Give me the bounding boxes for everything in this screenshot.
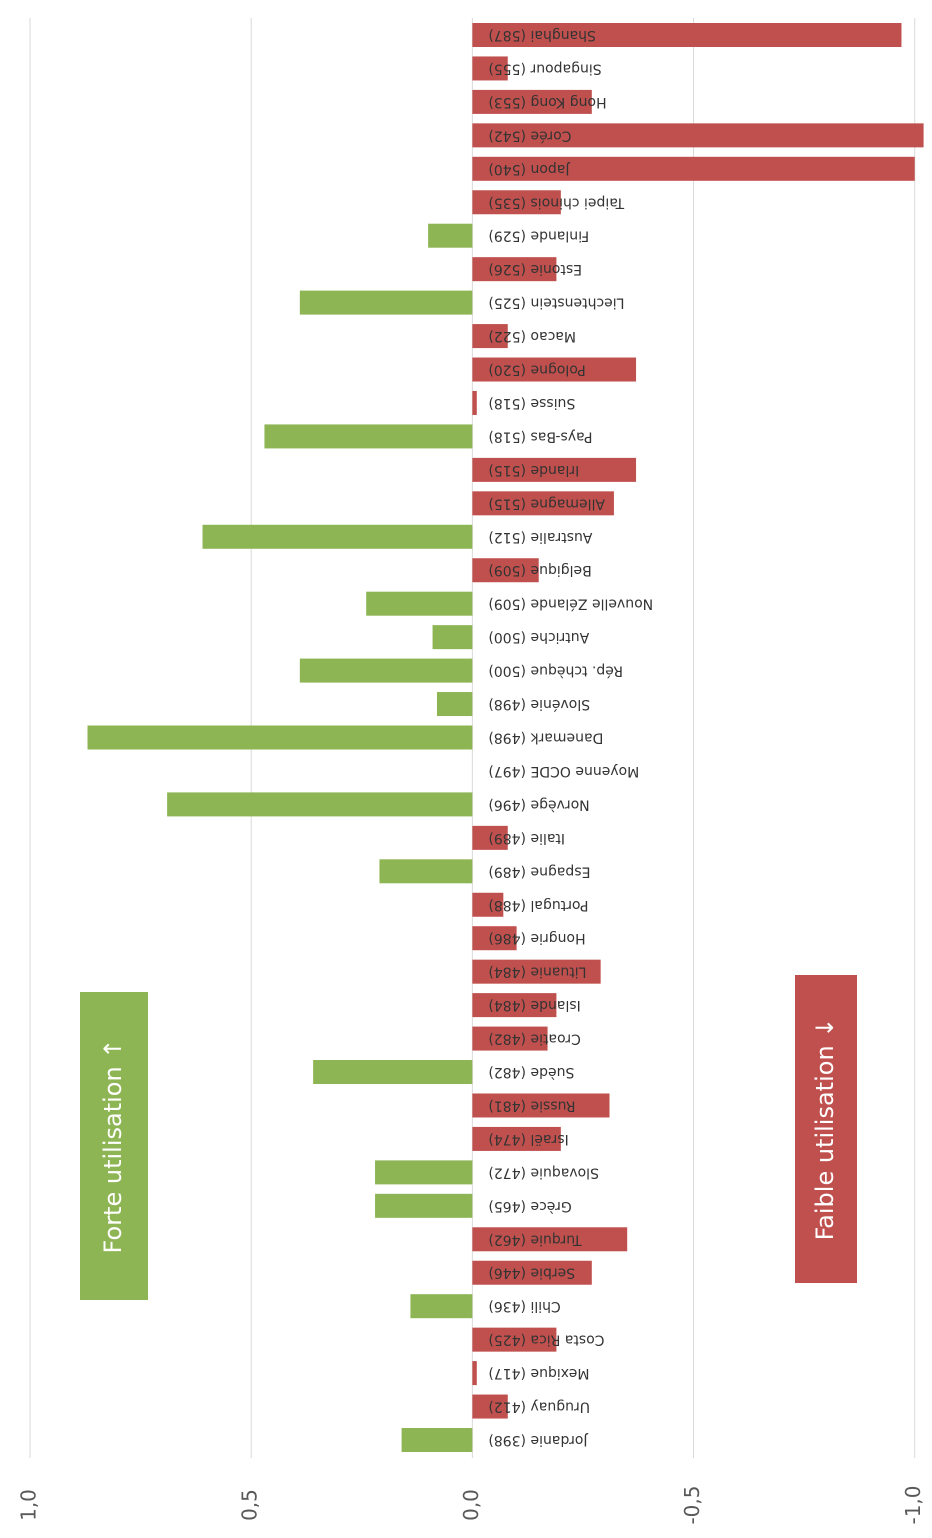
- bar: [436, 692, 473, 717]
- category-label: Corée (542): [488, 127, 571, 143]
- bar: [472, 324, 508, 349]
- bar: [313, 1060, 473, 1085]
- category-label: Israël (474): [488, 1131, 568, 1147]
- category-label: Shanghai (587): [488, 27, 596, 43]
- category-label: Costa Rica (425): [488, 1332, 604, 1348]
- bar: [379, 859, 473, 884]
- bar: [472, 123, 924, 148]
- category-label: Norvège (496): [488, 796, 589, 812]
- category-label: Moyenne OCDE (497): [488, 763, 639, 779]
- bar: [264, 424, 473, 449]
- bar: [472, 457, 637, 482]
- bar: [375, 1193, 473, 1218]
- bar: [472, 1327, 557, 1352]
- bar: [472, 1227, 628, 1252]
- annotation-text: Faible utilisation ↓: [811, 1018, 839, 1241]
- x-tick-label: 0,0: [459, 1489, 483, 1521]
- bar: [472, 56, 508, 81]
- bar: [401, 1428, 473, 1452]
- bar: [472, 558, 539, 583]
- bar: [472, 357, 637, 382]
- category-label: Portugal (488): [488, 897, 588, 913]
- bar: [299, 290, 473, 315]
- annotation-text: Forte utilisation ↑: [99, 1039, 127, 1254]
- x-tick-label: -1,0: [901, 1485, 925, 1524]
- category-label: Mexique (417): [488, 1365, 589, 1381]
- category-label: Belgique (509): [488, 562, 591, 578]
- bar: [472, 892, 504, 917]
- category-label: Irlande (515): [488, 462, 579, 478]
- bar: [366, 591, 473, 616]
- bar: [472, 825, 508, 850]
- category-label: Macao (522): [488, 328, 576, 344]
- bar: [472, 1361, 477, 1386]
- bar: [472, 491, 614, 516]
- x-tick-label: -0,5: [680, 1485, 704, 1524]
- bar: [428, 223, 473, 248]
- bar: [472, 993, 557, 1018]
- category-label: Islande (484): [488, 997, 580, 1013]
- category-label: Lituanie (484): [488, 964, 586, 980]
- bar: [299, 658, 473, 683]
- bar: [87, 725, 473, 750]
- bar: [472, 390, 477, 415]
- bar: [472, 1093, 610, 1118]
- category-label: Suisse (518): [488, 395, 575, 411]
- x-tick-label: 0,5: [238, 1489, 262, 1521]
- category-label: Singapour (555): [488, 60, 601, 76]
- category-label: Australie (512): [488, 529, 592, 545]
- category-label: Nouvelle Zélande (509): [488, 596, 653, 612]
- category-label: Rép. tchèque (500): [488, 663, 623, 679]
- bar: [202, 524, 473, 549]
- category-label: Jordanie (398): [488, 1432, 588, 1448]
- category-label: Taipei chinois (535): [488, 194, 625, 210]
- category-label: Italie (489): [488, 830, 565, 846]
- category-label: Slovaquie (472): [488, 1164, 599, 1180]
- category-label: Liechtenstein (525): [488, 295, 624, 311]
- category-label: Danemark (498): [488, 730, 603, 746]
- category-label: Finlande (529): [488, 228, 589, 244]
- bar: [167, 792, 473, 817]
- category-label: Grèce (465): [488, 1198, 571, 1214]
- category-label: Slovénie (498): [488, 696, 590, 712]
- category-label: Serbie (446): [488, 1265, 575, 1281]
- category-label: Pologne (520): [488, 362, 585, 378]
- category-label: Uruguay (412): [488, 1399, 590, 1415]
- bar: [472, 1260, 592, 1285]
- bar: [472, 156, 915, 181]
- bar: [472, 959, 601, 984]
- bar: [472, 926, 517, 951]
- category-label: Estonie (526): [488, 261, 582, 277]
- bar: [472, 190, 561, 215]
- x-tick-label: 1,0: [17, 1489, 41, 1521]
- category-label: Suède (482): [488, 1064, 574, 1080]
- category-label: Pays-Bas (518): [488, 428, 592, 444]
- bar: [410, 1294, 473, 1319]
- category-label: Turquie (462): [488, 1231, 582, 1247]
- bar: [472, 89, 592, 114]
- category-label: Chili (436): [488, 1298, 560, 1314]
- category-label: Autriche (500): [488, 629, 589, 645]
- category-label: Russie (481): [488, 1097, 575, 1113]
- bar: [472, 1394, 508, 1419]
- annotation-box: [795, 975, 857, 1283]
- bar: [472, 1026, 548, 1051]
- bar: [472, 23, 902, 47]
- category-label: Espagne (489): [488, 863, 590, 879]
- category-label: Croatie (482): [488, 1031, 580, 1047]
- bar: [375, 1160, 473, 1185]
- category-label: Hongrie (486): [488, 930, 585, 946]
- bar: [472, 1126, 561, 1151]
- bar: [432, 625, 473, 650]
- category-label: Allemagne (515): [488, 495, 605, 511]
- bar: [472, 257, 557, 282]
- category-label: Japon (540): [488, 161, 570, 177]
- category-label: Hong Kong (553): [488, 94, 606, 110]
- annotation-box: [80, 992, 148, 1300]
